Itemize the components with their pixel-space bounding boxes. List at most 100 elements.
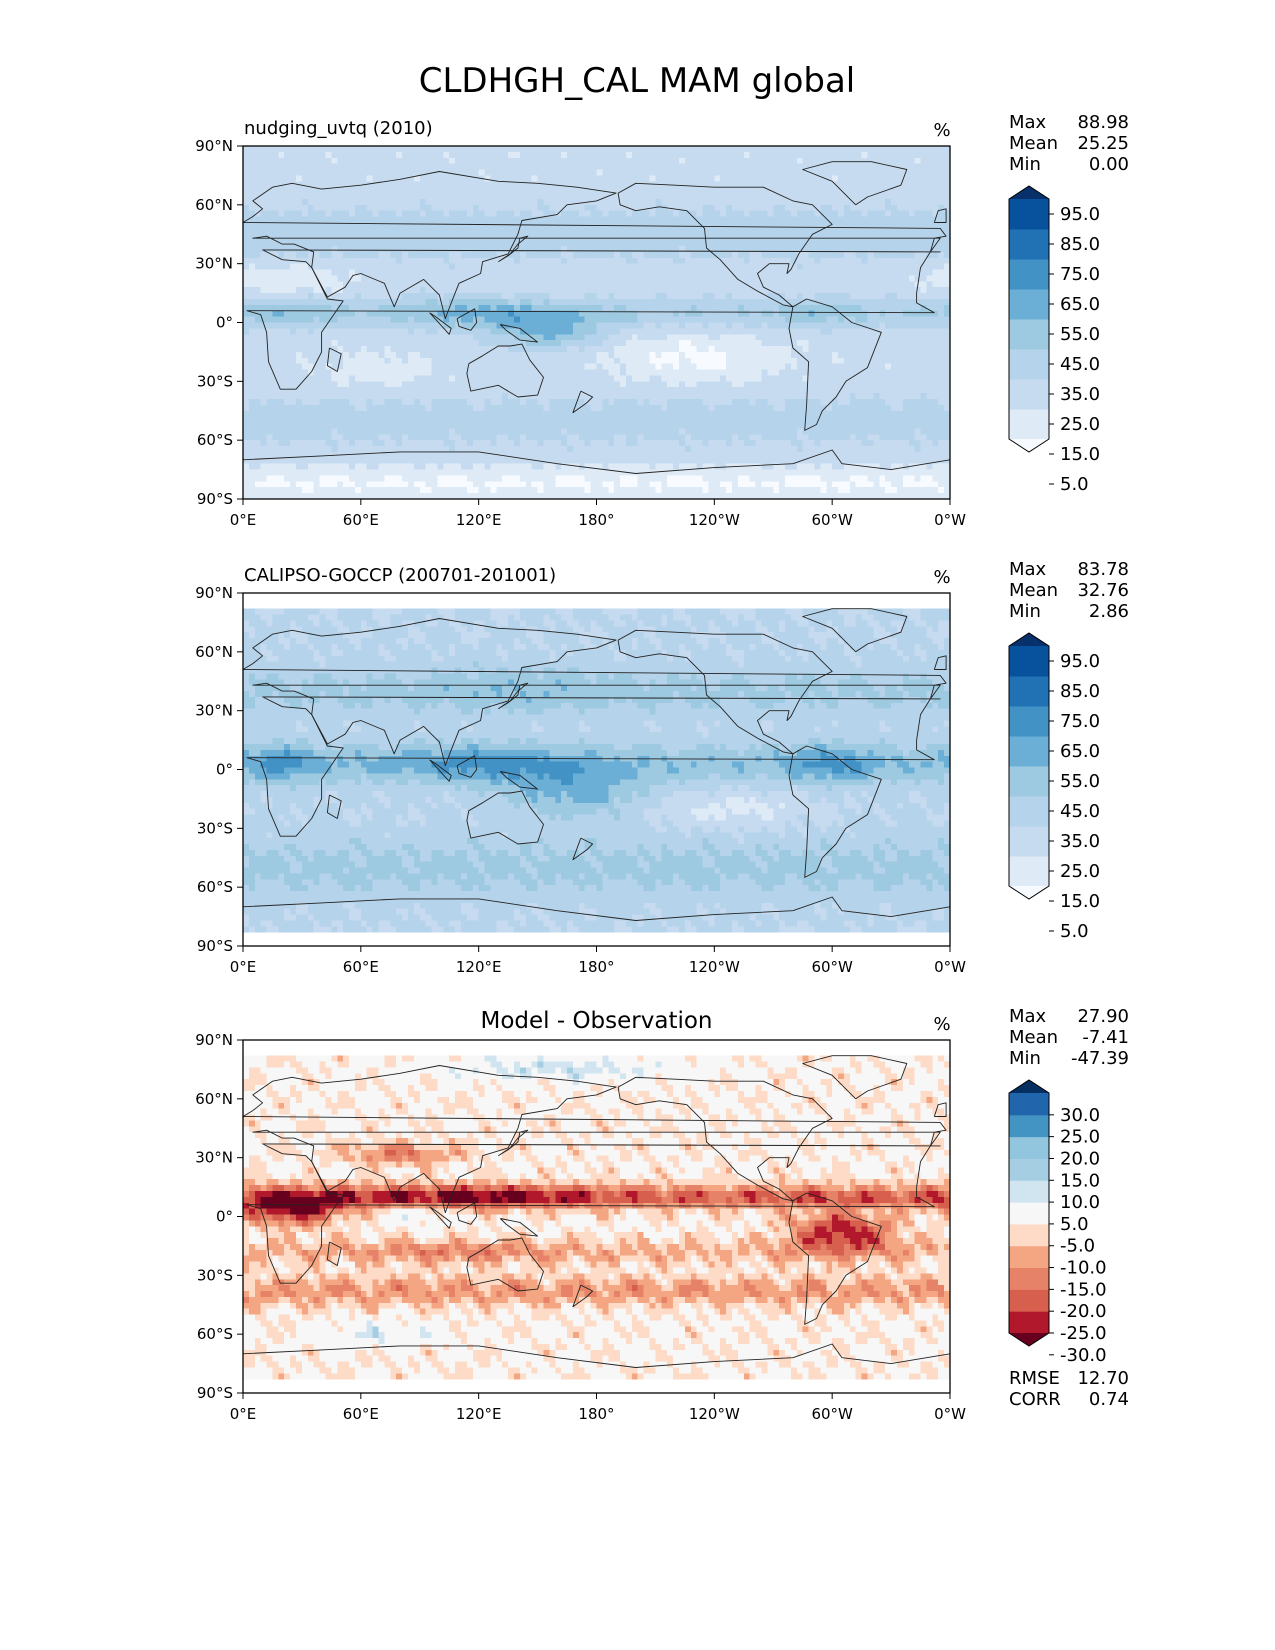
heatmap-cell bbox=[678, 293, 686, 300]
heatmap-cell bbox=[708, 187, 715, 194]
heatmap-cell bbox=[543, 163, 550, 170]
heatmap-cell bbox=[508, 169, 515, 176]
heatmap-cell bbox=[932, 287, 939, 294]
heatmap-cell bbox=[284, 216, 291, 223]
heatmap-cell bbox=[413, 251, 421, 259]
heatmap-cell bbox=[926, 310, 933, 318]
heatmap-cell bbox=[926, 346, 933, 353]
heatmap-cell bbox=[908, 198, 916, 206]
heatmap-cell bbox=[490, 146, 497, 153]
heatmap-cell bbox=[278, 346, 285, 353]
heatmap-cell bbox=[254, 287, 262, 294]
heatmap-cell bbox=[466, 193, 474, 200]
heatmap-cell bbox=[572, 328, 580, 335]
heatmap-cell bbox=[690, 187, 698, 194]
heatmap-cell bbox=[366, 193, 374, 200]
heatmap-cell bbox=[849, 193, 857, 200]
heatmap-cell bbox=[608, 316, 615, 323]
heatmap-cell bbox=[637, 322, 645, 329]
heatmap-cell bbox=[319, 351, 326, 359]
heatmap-cell bbox=[649, 269, 656, 276]
heatmap-cell bbox=[855, 246, 863, 253]
heatmap-cell bbox=[349, 381, 356, 388]
heatmap-cell bbox=[431, 204, 438, 212]
heatmap-cell bbox=[643, 169, 650, 176]
heatmap-cell bbox=[873, 275, 880, 282]
heatmap-cell bbox=[331, 151, 338, 159]
heatmap-cell bbox=[296, 246, 303, 253]
heatmap-cell bbox=[767, 146, 774, 153]
heatmap-cell bbox=[602, 328, 609, 335]
heatmap-cell bbox=[567, 216, 574, 223]
heatmap-cell bbox=[743, 346, 751, 353]
heatmap-cell bbox=[519, 263, 527, 270]
heatmap-cell bbox=[502, 222, 509, 229]
heatmap-cell bbox=[673, 298, 680, 306]
heatmap-cell bbox=[678, 363, 686, 370]
heatmap-cell bbox=[832, 228, 839, 235]
heatmap-cell bbox=[272, 363, 279, 370]
heatmap-cell bbox=[431, 263, 438, 270]
heatmap-cell bbox=[808, 287, 815, 294]
heatmap-cell bbox=[596, 240, 603, 247]
heatmap-cell bbox=[572, 175, 580, 182]
heatmap-cell bbox=[525, 357, 533, 365]
heatmap-cell bbox=[932, 181, 939, 188]
heatmap-cell bbox=[378, 228, 385, 235]
heatmap-cell bbox=[637, 169, 645, 176]
heatmap-cell bbox=[678, 240, 686, 247]
heatmap-cell bbox=[584, 357, 592, 365]
heatmap-cell bbox=[325, 257, 332, 265]
heatmap-cell bbox=[867, 251, 874, 259]
heatmap-cell bbox=[737, 287, 745, 294]
heatmap-cell bbox=[525, 363, 533, 370]
heatmap-cell bbox=[514, 363, 521, 370]
heatmap-cell bbox=[879, 298, 886, 306]
heatmap-cell bbox=[272, 246, 279, 253]
heatmap-cell bbox=[896, 240, 904, 247]
heatmap-cell bbox=[478, 375, 485, 382]
heatmap-cell bbox=[496, 175, 503, 182]
heatmap-cell bbox=[590, 210, 597, 217]
heatmap-cell bbox=[708, 146, 715, 153]
heatmap-cell bbox=[360, 157, 368, 165]
heatmap-cell bbox=[926, 181, 933, 188]
heatmap-cell bbox=[466, 216, 474, 223]
heatmap-cell bbox=[873, 181, 880, 188]
heatmap-cell bbox=[337, 363, 344, 370]
heatmap-cell bbox=[472, 251, 480, 259]
heatmap-cell bbox=[331, 334, 338, 341]
heatmap-cell bbox=[272, 251, 279, 259]
heatmap-cell bbox=[272, 369, 279, 376]
heatmap-cell bbox=[802, 204, 809, 212]
heatmap-cell bbox=[737, 346, 745, 353]
heatmap-cell bbox=[443, 163, 450, 170]
heatmap-cell bbox=[602, 193, 609, 200]
heatmap-cell bbox=[938, 163, 945, 170]
heatmap-cell bbox=[631, 310, 639, 318]
heatmap-cell bbox=[443, 157, 450, 165]
heatmap-cell bbox=[926, 304, 933, 312]
heatmap-cell bbox=[673, 216, 680, 223]
heatmap-cell bbox=[248, 151, 256, 159]
heatmap-cell bbox=[885, 369, 892, 376]
heatmap-cell bbox=[802, 328, 809, 335]
heatmap-cell bbox=[690, 240, 698, 247]
heatmap-cell bbox=[260, 310, 267, 318]
heatmap-cell bbox=[584, 363, 592, 370]
heatmap-cell bbox=[531, 375, 538, 382]
heatmap-cell bbox=[726, 304, 733, 312]
heatmap-cell bbox=[301, 387, 309, 394]
heatmap-cell bbox=[779, 351, 786, 359]
heatmap-cell bbox=[319, 216, 326, 223]
heatmap-cell bbox=[885, 251, 892, 259]
heatmap-cell bbox=[354, 204, 362, 212]
heatmap-cell bbox=[749, 351, 756, 359]
heatmap-cell bbox=[349, 346, 356, 353]
heatmap-cell bbox=[243, 287, 250, 294]
heatmap-cell bbox=[248, 340, 256, 347]
heatmap-cell bbox=[372, 328, 379, 335]
heatmap-cell bbox=[531, 246, 538, 253]
heatmap-cell bbox=[673, 222, 680, 229]
heatmap-cell bbox=[678, 269, 686, 276]
